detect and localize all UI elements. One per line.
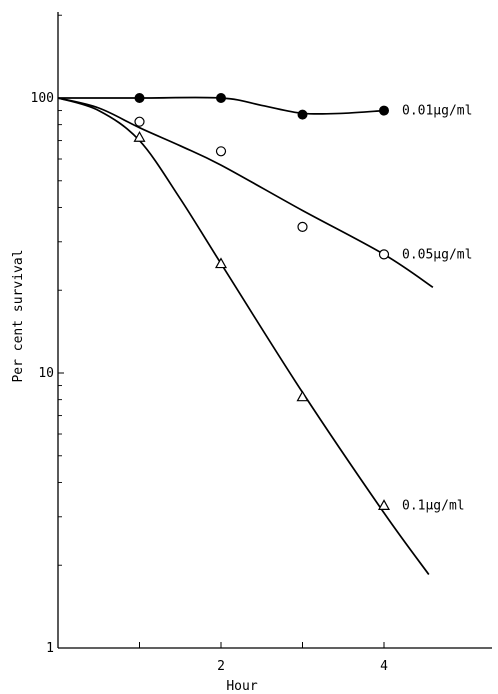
y-tick-label: 10: [38, 366, 54, 381]
series-labels: 0.01µg/ml 0.05µg/ml 0.1µg/ml: [402, 104, 472, 514]
axes: [57, 12, 492, 649]
curves: [57, 96, 434, 575]
series-005-label: 0.05µg/ml: [402, 247, 472, 262]
x-tick-label: 4: [380, 659, 388, 674]
series-01-point: [296, 390, 309, 402]
points: [133, 93, 391, 511]
series-01-point: [214, 257, 228, 269]
x-tick-label: 2: [217, 659, 225, 674]
series-005-point: [297, 221, 308, 232]
series-005-point: [215, 146, 227, 157]
series-001-label: 0.01µg/ml: [402, 104, 472, 119]
ticks: 1 10 100 2 4: [31, 14, 388, 674]
series-01-point: [377, 499, 391, 511]
series-005-point: [378, 249, 390, 260]
series-001-point: [379, 105, 389, 116]
series-001-point: [216, 93, 226, 103]
series-005-curve: [57, 97, 434, 289]
series-001-point: [297, 109, 308, 120]
series-01-point: [133, 130, 146, 142]
series-01-label: 0.1µg/ml: [402, 498, 465, 513]
series-01-curve: [57, 97, 430, 575]
y-axis-label: Per cent survival: [11, 249, 26, 382]
x-axis-label: Hour: [226, 679, 257, 694]
series-005-point: [134, 116, 145, 127]
series-001-point: [134, 93, 145, 103]
y-tick-label: 100: [31, 91, 54, 106]
y-tick-label: 1: [46, 641, 54, 656]
